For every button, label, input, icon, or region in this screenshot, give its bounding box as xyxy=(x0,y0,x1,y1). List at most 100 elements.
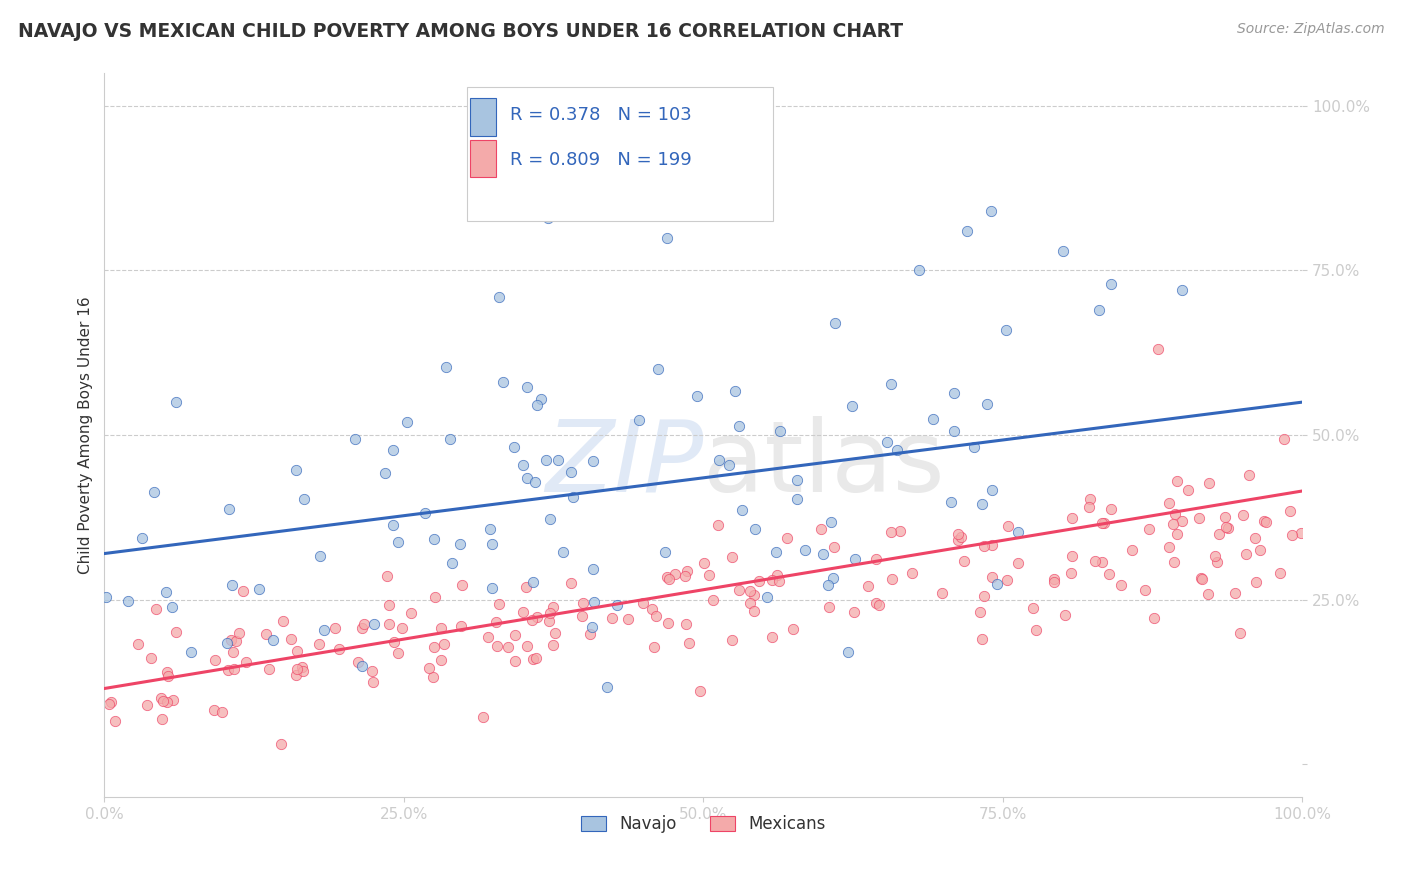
Point xyxy=(503,627,526,641)
Point xyxy=(1254,515,1277,529)
Point xyxy=(572,596,595,610)
Point xyxy=(1092,516,1115,530)
Point xyxy=(350,621,373,635)
Point xyxy=(1060,510,1083,524)
Point xyxy=(1135,583,1157,598)
Point xyxy=(363,617,385,632)
Point xyxy=(865,596,887,610)
Point xyxy=(503,654,526,668)
Point xyxy=(657,616,679,631)
Point xyxy=(880,572,903,586)
Point xyxy=(761,630,783,644)
Point xyxy=(969,605,991,619)
Point xyxy=(308,549,330,563)
Point xyxy=(375,568,398,582)
Point xyxy=(1289,526,1312,541)
Point xyxy=(689,684,711,698)
Point xyxy=(582,562,605,576)
Point xyxy=(347,655,370,669)
Point xyxy=(824,316,846,330)
Point xyxy=(1007,556,1029,570)
Point xyxy=(600,610,623,624)
Point xyxy=(1022,600,1045,615)
Point xyxy=(526,610,548,624)
Point xyxy=(657,230,679,244)
Point xyxy=(842,605,865,619)
Point xyxy=(526,398,548,412)
FancyBboxPatch shape xyxy=(470,140,496,178)
Point xyxy=(1215,520,1237,534)
Point xyxy=(963,440,986,454)
Point xyxy=(503,440,526,454)
Point xyxy=(537,614,560,628)
Point xyxy=(1078,492,1101,507)
Point xyxy=(1137,522,1160,536)
Point xyxy=(415,507,437,521)
Point xyxy=(149,690,172,705)
Point xyxy=(1043,574,1066,589)
Point xyxy=(515,580,537,594)
Point xyxy=(1043,572,1066,586)
Point xyxy=(100,695,122,709)
Point xyxy=(156,669,179,683)
Point xyxy=(361,675,384,690)
FancyBboxPatch shape xyxy=(470,98,496,136)
Point xyxy=(886,442,908,457)
Point xyxy=(235,655,257,669)
Point xyxy=(970,497,993,511)
Point xyxy=(1234,547,1257,561)
Point xyxy=(617,612,640,626)
Point xyxy=(841,399,863,413)
Text: Source: ZipAtlas.com: Source: ZipAtlas.com xyxy=(1237,22,1385,37)
Point xyxy=(943,424,966,438)
Point xyxy=(488,290,510,304)
Point xyxy=(254,627,277,641)
Point xyxy=(374,466,396,480)
Point xyxy=(291,664,314,678)
Point xyxy=(748,574,770,589)
Point xyxy=(980,204,1002,219)
Point xyxy=(1206,555,1229,569)
Point xyxy=(156,665,179,680)
Point xyxy=(1087,302,1109,317)
Point xyxy=(439,433,461,447)
Point xyxy=(949,530,972,544)
Point xyxy=(581,619,603,633)
Point xyxy=(1099,501,1122,516)
Point xyxy=(931,585,953,599)
Point xyxy=(675,564,697,578)
Point xyxy=(1244,531,1267,545)
Point xyxy=(481,537,503,551)
Point xyxy=(312,624,335,638)
Point xyxy=(1143,611,1166,625)
Point xyxy=(143,484,166,499)
Point xyxy=(995,573,1018,587)
Point xyxy=(1164,507,1187,521)
Point xyxy=(547,453,569,467)
Point xyxy=(1237,468,1260,483)
Point xyxy=(1166,474,1188,488)
Point xyxy=(686,389,709,403)
Point xyxy=(285,668,308,682)
Point xyxy=(538,512,561,526)
Point xyxy=(628,413,651,427)
Point xyxy=(387,534,409,549)
Point xyxy=(678,636,700,650)
Point xyxy=(1091,556,1114,570)
Point xyxy=(135,698,157,713)
Point xyxy=(451,578,474,592)
Point xyxy=(479,522,502,536)
Point xyxy=(740,596,762,610)
Point xyxy=(485,615,508,629)
Point xyxy=(486,639,509,653)
Point xyxy=(430,652,453,666)
Point xyxy=(516,640,538,654)
Point xyxy=(382,635,405,649)
Point xyxy=(775,531,797,545)
Point xyxy=(162,693,184,707)
Point xyxy=(287,644,309,658)
Point xyxy=(225,634,247,648)
Point xyxy=(450,619,472,633)
Point xyxy=(1232,508,1254,523)
Point xyxy=(643,640,665,654)
